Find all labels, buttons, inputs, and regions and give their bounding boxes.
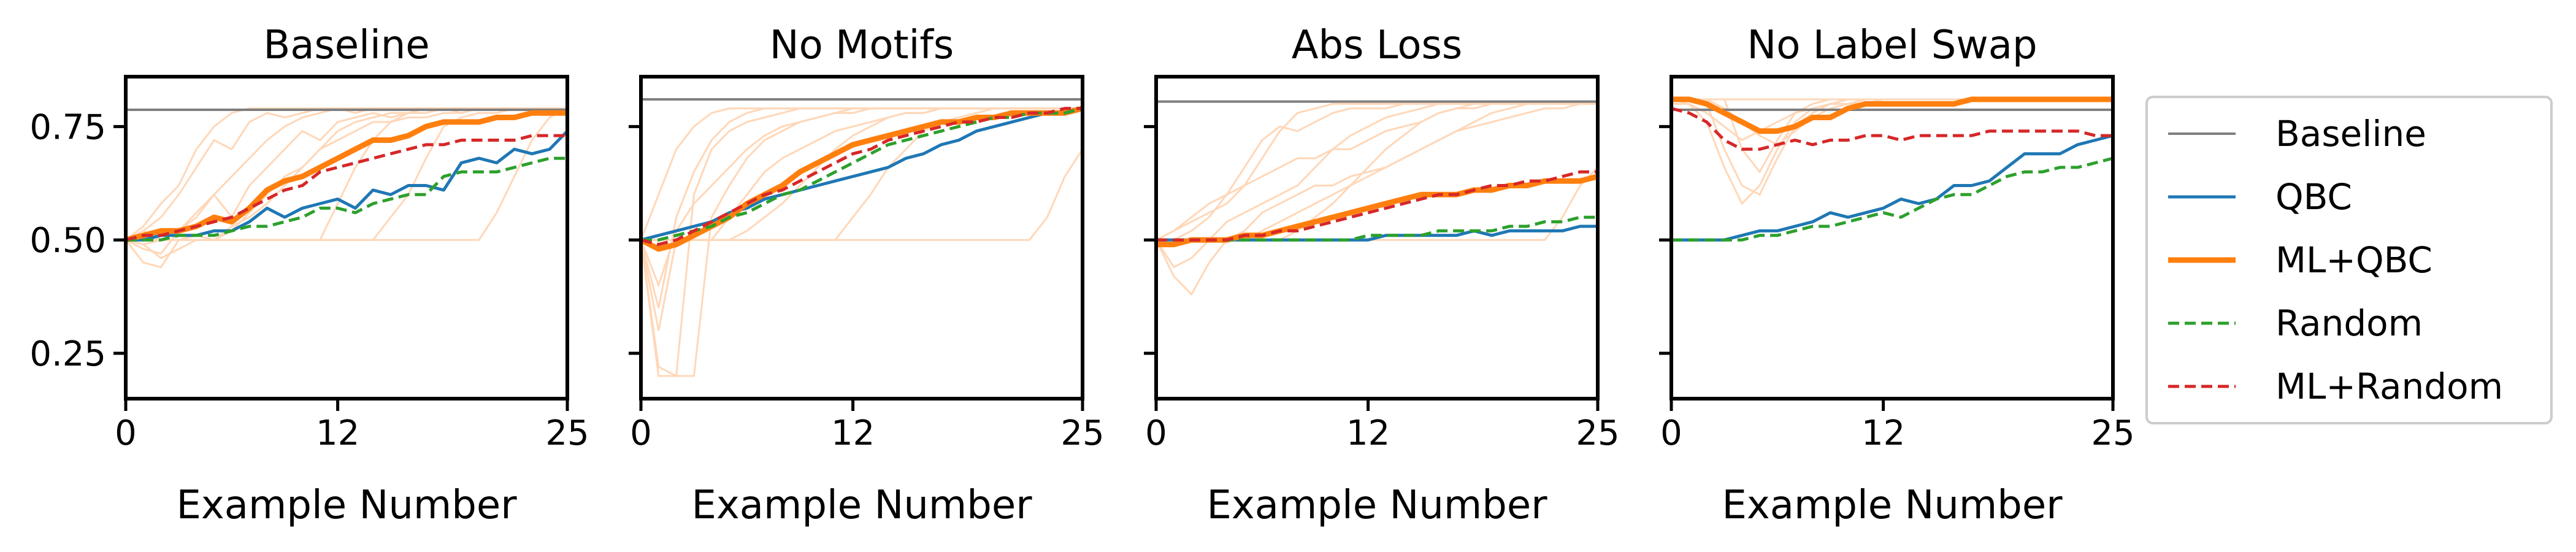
legend-box [2145, 96, 2553, 424]
series-line-ml-random [1156, 170, 1598, 242]
x-tick-label: 0 [1145, 413, 1167, 453]
background-run-line [126, 107, 567, 269]
legend-label: ML+QBC [2275, 239, 2432, 281]
axes-frame [639, 75, 1084, 401]
axes-frame [1154, 75, 1600, 401]
x-tick-label: 0 [1660, 413, 1682, 453]
axes-frame [1669, 75, 2115, 401]
x-axis-label: Example Number [1722, 483, 2063, 528]
y-tick-label: 0.25 [29, 334, 106, 374]
plot-area [641, 98, 1083, 378]
plot-area [1671, 96, 2113, 242]
background-run-line [641, 107, 1083, 309]
series-line-qbc [1671, 134, 2113, 242]
background-run-line [126, 107, 567, 255]
panel-2: 0 12 25 No Motifs Example Number [629, 23, 1105, 528]
x-tick-label: 12 [1346, 413, 1390, 453]
plot-area [126, 107, 567, 269]
x-tick-label: 25 [1576, 413, 1619, 453]
x-tick-label: 0 [630, 413, 652, 453]
series-line-ml-random [641, 107, 1083, 247]
series-line-ml-random [1671, 107, 2113, 151]
series-line-random [126, 156, 567, 242]
x-tick-label: 25 [2091, 413, 2134, 453]
plot-area [1156, 100, 1598, 296]
panel-3: 0 12 25 Abs Loss Example Number [1144, 23, 1620, 528]
x-axis-label: Example Number [176, 483, 517, 528]
series-line-qbc [641, 107, 1083, 242]
background-run-line [126, 107, 567, 246]
x-tick-label: 12 [831, 413, 875, 453]
x-axis-label: Example Number [691, 483, 1032, 528]
background-run-line [641, 107, 1083, 241]
series-line-random [1671, 156, 2113, 242]
panel-title: No Label Swap [1747, 23, 2037, 68]
series-line-ml-random [126, 134, 567, 242]
series-line-random [641, 107, 1083, 242]
y-tick-label: 0.50 [29, 221, 106, 261]
y-tick-label: 0.75 [29, 107, 106, 147]
x-tick-label: 0 [115, 413, 137, 453]
panel-title: Abs Loss [1292, 23, 1462, 68]
series-line-random [1156, 215, 1598, 242]
legend-label: ML+Random [2275, 366, 2503, 407]
background-run-line [126, 107, 567, 259]
legend: Baseline QBC ML+QBC Random ML+Random [2145, 96, 2553, 424]
legend-label: QBC [2275, 176, 2352, 218]
panel-title: Baseline [263, 23, 429, 68]
panel-title: No Motifs [770, 23, 954, 68]
legend-label: Random [2275, 302, 2423, 344]
background-run-line [1671, 98, 2113, 196]
series-line-ml-qbc [1671, 96, 2113, 134]
background-run-line [1671, 98, 2113, 205]
x-tick-label: 25 [545, 413, 589, 453]
x-tick-label: 12 [1861, 413, 1905, 453]
legend-label: Baseline [2275, 113, 2426, 155]
axes-frame [124, 75, 569, 401]
x-axis-label: Example Number [1206, 483, 1547, 528]
panel-4: 0 12 25 No Label Swap Example Number [1659, 23, 2135, 528]
background-run-line [1156, 102, 1598, 241]
x-tick-label: 25 [1060, 413, 1104, 453]
x-tick-label: 12 [316, 413, 359, 453]
panel-1: 0 12 25 0.25 0.50 0.75 Baseline Example Number [29, 23, 589, 528]
